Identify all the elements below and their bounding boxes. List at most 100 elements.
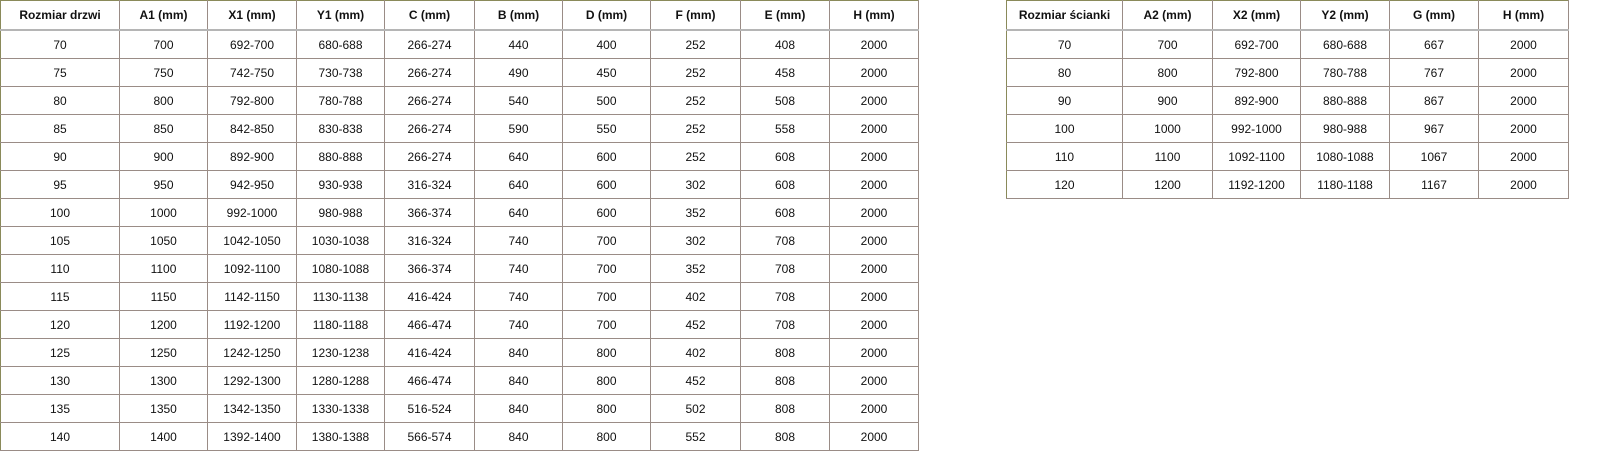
table-cell: 1192-1200	[207, 310, 297, 339]
table-row: 95 950 942-950 930-938 316-324 640 600 302 608 20…	[0, 170, 919, 199]
table-cell: 252	[650, 29, 741, 59]
table-cell: 740	[474, 282, 563, 311]
table-cell: 800	[1122, 58, 1213, 87]
table-row: 105 1050 1042-1050 1030-1038 316-324 740 700 30…	[0, 226, 919, 255]
table-cell: 700	[562, 282, 651, 311]
table-cell: 608	[740, 170, 830, 199]
table-cell: 366-374	[384, 254, 475, 283]
table-cell: 2000	[829, 58, 919, 87]
table-cell: 680-688	[296, 29, 385, 59]
table-cell: 2000	[829, 29, 919, 59]
table-row: 135 1350 1342-1350 1330-1338 516-524 840 800 50…	[0, 394, 919, 423]
table-cell: 2000	[829, 366, 919, 395]
table-cell: 808	[740, 394, 830, 423]
table-cell: 640	[474, 198, 563, 227]
table-cell: 892-900	[207, 142, 297, 171]
table-cell: 115	[0, 282, 120, 311]
table-cell: 2000	[1478, 86, 1569, 115]
table-cell: 508	[740, 86, 830, 115]
table-cell: 2000	[829, 226, 919, 255]
table-cell: 840	[474, 366, 563, 395]
table-cell: 1300	[119, 366, 208, 395]
table-cell: 458	[740, 58, 830, 87]
table-cell: 600	[562, 170, 651, 199]
table-cell: 1080-1088	[1300, 142, 1390, 171]
table-cell: 2000	[829, 170, 919, 199]
table-cell: 110	[0, 254, 120, 283]
table-cell: 992-1000	[1212, 114, 1301, 143]
table-row: 100 1000 992-1000 980-988 366-374 640 600 352 60…	[0, 198, 919, 227]
table-cell: 2000	[829, 142, 919, 171]
table-cell: 70	[0, 29, 120, 59]
table-cell: 840	[474, 422, 563, 451]
table-cell: 1250	[119, 338, 208, 367]
table-cell: 842-850	[207, 114, 297, 143]
table-cell: 450	[562, 58, 651, 87]
table-cell: 416-424	[384, 338, 475, 367]
table-cell: 1280-1288	[296, 366, 385, 395]
table-cell: 1100	[119, 254, 208, 283]
table-cell: 1067	[1389, 142, 1479, 171]
table-row: 70 700 692-700 680-688 266-274 440 400 252 408 20…	[0, 29, 919, 59]
column-header: X2 (mm)	[1212, 0, 1301, 31]
table-cell: 1050	[119, 226, 208, 255]
table-cell: 880-888	[296, 142, 385, 171]
table-cell: 80	[0, 86, 120, 115]
table-cell: 708	[740, 310, 830, 339]
table-cell: 700	[1122, 29, 1213, 59]
table-cell: 1380-1388	[296, 422, 385, 451]
table-cell: 2000	[1478, 170, 1569, 199]
table-cell: 2000	[829, 394, 919, 423]
column-header: Y2 (mm)	[1300, 0, 1390, 31]
table-cell: 800	[119, 86, 208, 115]
table-cell: 500	[562, 86, 651, 115]
table-row: 130 1300 1292-1300 1280-1288 466-474 840 800 45…	[0, 366, 919, 395]
table-cell: 808	[740, 338, 830, 367]
table-cell: 700	[562, 254, 651, 283]
column-header: A1 (mm)	[119, 0, 208, 31]
table-cell: 90	[1006, 86, 1123, 115]
table-cell: 1400	[119, 422, 208, 451]
table-cell: 100	[1006, 114, 1123, 143]
table-cell: 552	[650, 422, 741, 451]
table-cell: 1000	[119, 198, 208, 227]
table-cell: 408	[740, 29, 830, 59]
table-cell: 1292-1300	[207, 366, 297, 395]
table-cell: 850	[119, 114, 208, 143]
column-header: F (mm)	[650, 0, 741, 31]
table-cell: 1030-1038	[296, 226, 385, 255]
table-cell: 266-274	[384, 29, 475, 59]
table-cell: 780-788	[1300, 58, 1390, 87]
table-cell: 1392-1400	[207, 422, 297, 451]
table-row: 85 850 842-850 830-838 266-274 590 550 252 558 20…	[0, 114, 919, 143]
column-header: C (mm)	[384, 0, 475, 31]
table-cell: 2000	[1478, 114, 1569, 143]
table-row: 110 1100 1092-1100 1080-1088 1067 2000	[1006, 142, 1569, 171]
table-cell: 400	[562, 29, 651, 59]
table-cell: 252	[650, 58, 741, 87]
table-cell: 490	[474, 58, 563, 87]
table-cell: 840	[474, 338, 563, 367]
table-cell: 252	[650, 86, 741, 115]
table-cell: 830-838	[296, 114, 385, 143]
table-cell: 692-700	[1212, 29, 1301, 59]
table-cell: 867	[1389, 86, 1479, 115]
table-cell: 120	[0, 310, 120, 339]
table-row: 110 1100 1092-1100 1080-1088 366-374 740 700 35…	[0, 254, 919, 283]
table-cell: 708	[740, 254, 830, 283]
table-cell: 466-474	[384, 366, 475, 395]
table-cell: 452	[650, 366, 741, 395]
table-cell: 302	[650, 226, 741, 255]
table-cell: 730-738	[296, 58, 385, 87]
column-header: G (mm)	[1389, 0, 1479, 31]
table-cell: 2000	[829, 114, 919, 143]
table-row: 80 800 792-800 780-788 266-274 540 500 252 508 20…	[0, 86, 919, 115]
header-row: Rozmiar ścianki A2 (mm) X2 (mm) Y2 (mm) G (m…	[1006, 0, 1569, 31]
table-cell: 558	[740, 114, 830, 143]
table-cell: 1092-1100	[207, 254, 297, 283]
table-cell: 1130-1138	[296, 282, 385, 311]
table-cell: 416-424	[384, 282, 475, 311]
table-cell: 125	[0, 338, 120, 367]
table-cell: 600	[562, 198, 651, 227]
table-cell: 950	[119, 170, 208, 199]
